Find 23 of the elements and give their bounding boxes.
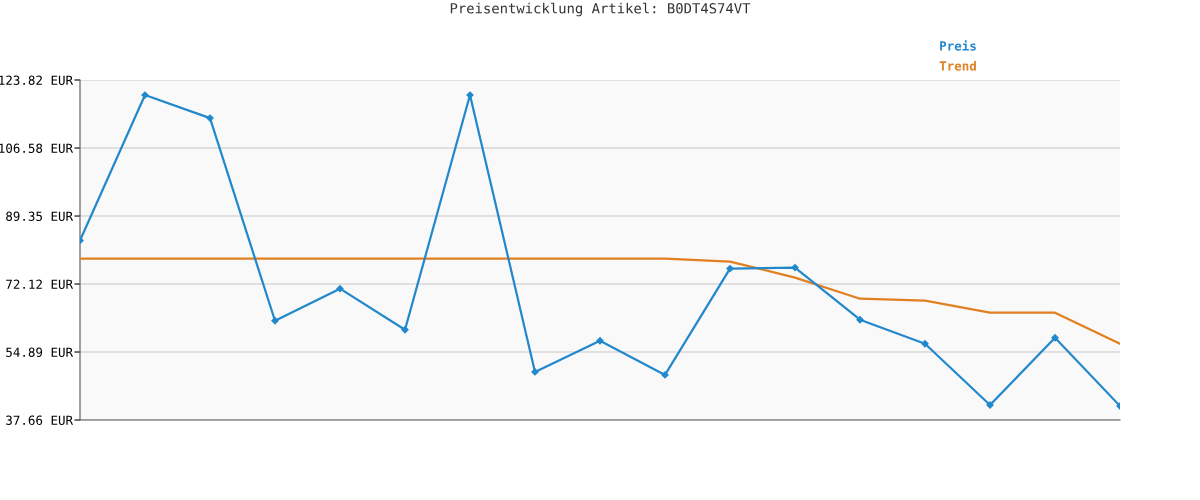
y-tick-label: 54.89 EUR [6, 347, 74, 357]
point [726, 264, 734, 273]
y-tick-label: 72.12 EUR [6, 279, 74, 289]
point [401, 326, 409, 334]
point [856, 316, 864, 324]
point [336, 284, 344, 293]
point [791, 263, 799, 272]
point [271, 317, 279, 325]
point [1051, 334, 1059, 342]
point [661, 371, 669, 379]
text: Preis [940, 40, 976, 51]
y-tick-label: 37.66 EUR [6, 415, 74, 425]
point [206, 114, 214, 122]
point [466, 91, 474, 99]
point [531, 368, 539, 376]
y-tick-label: 123.82 EUR [0, 75, 74, 85]
point [921, 340, 929, 348]
chart-title: Preisentwicklung Artikel: B0DT4S74VT [450, 2, 751, 17]
y-tick-label: 89.35 EUR [6, 211, 74, 221]
y-tick-label: 106.58 EUR [0, 143, 74, 153]
line-series [80, 257, 1120, 345]
point [596, 337, 604, 345]
text: Trend [939, 60, 976, 71]
